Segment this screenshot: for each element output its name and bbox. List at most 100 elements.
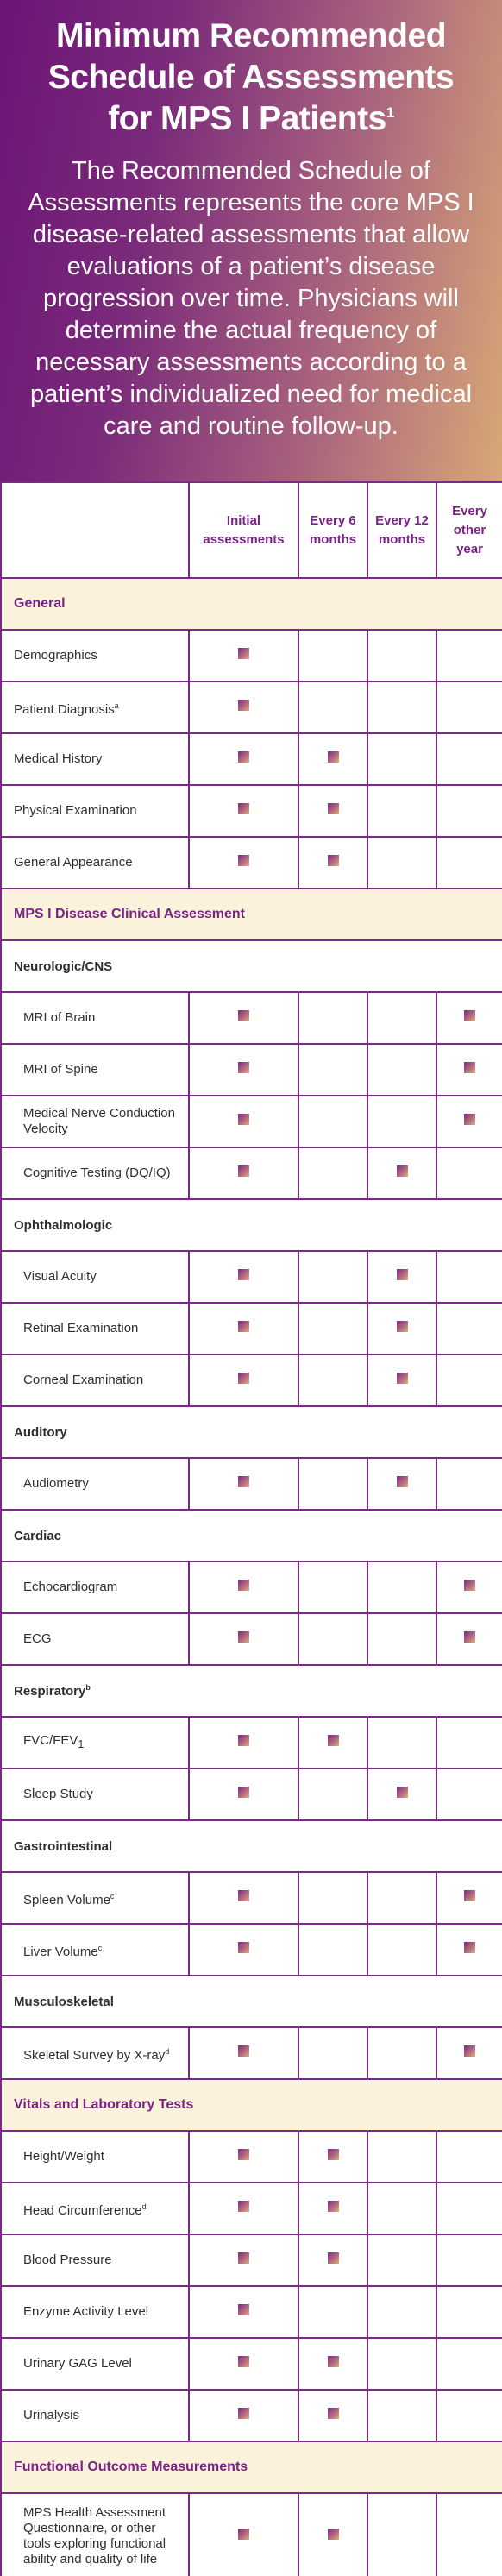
schedule-cell-6-months	[298, 836, 368, 889]
table-row: Cognitive Testing (DQ/IQ)	[0, 1147, 502, 1200]
assessment-label: Patient Diagnosisa	[0, 681, 190, 734]
schedule-cell-initial	[188, 1871, 299, 1925]
schedule-cell-12-months	[367, 1457, 437, 1511]
schedule-marker-icon	[464, 2045, 475, 2057]
assessment-name: Demographics	[14, 648, 97, 663]
assessment-name: Visual Acuity	[23, 1269, 97, 1284]
assessment-name: Head Circumference	[23, 2202, 142, 2218]
schedule-cell-12-months	[367, 991, 437, 1045]
table-row: Demographics	[0, 629, 502, 682]
assessment-label: Head Circumferenced	[0, 2182, 190, 2235]
assessment-name: Skeletal Survey by X-ray	[23, 2047, 166, 2063]
table-header-row: Initial assessments Every 6 months Every…	[0, 481, 502, 579]
schedule-marker-icon	[238, 1165, 249, 1177]
schedule-marker-icon	[238, 1735, 249, 1746]
schedule-marker-icon	[238, 2149, 249, 2160]
subsection-header-row: Auditory	[0, 1405, 502, 1459]
schedule-cell-every-other-year	[436, 681, 502, 734]
assessment-label: Corneal Examination	[0, 1354, 190, 1407]
schedule-marker-icon	[238, 855, 249, 866]
schedule-cell-12-months	[367, 732, 437, 786]
subsection-title: Musculoskeletal	[0, 1975, 502, 2028]
schedule-marker-icon	[238, 1062, 249, 1073]
assessment-label: Urinalysis	[0, 2389, 190, 2442]
table-row: MRI of Brain	[0, 991, 502, 1045]
schedule-cell-12-months	[367, 784, 437, 838]
schedule-cell-initial	[188, 2492, 299, 2576]
schedule-cell-every-other-year	[436, 1768, 502, 1821]
schedule-cell-initial	[188, 1716, 299, 1769]
schedule-cell-every-other-year	[436, 1716, 502, 1769]
schedule-cell-6-months	[298, 1561, 368, 1614]
assessment-label: Medical History	[0, 732, 190, 786]
schedule-cell-6-months	[298, 629, 368, 682]
assessment-label: FVC/FEV1	[0, 1716, 190, 1769]
table-row: Corneal Examination	[0, 1354, 502, 1407]
schedule-marker-icon	[238, 648, 249, 659]
assessment-name: Corneal Examination	[23, 1373, 144, 1387]
table-row: Sleep Study	[0, 1768, 502, 1821]
table-row: Echocardiogram	[0, 1561, 502, 1614]
schedule-cell-12-months	[367, 1302, 437, 1355]
assessment-label: Retinal Examination	[0, 1302, 190, 1355]
schedule-cell-12-months	[367, 2130, 437, 2183]
section-title: Vitals and Laboratory Tests	[0, 2078, 502, 2132]
schedule-cell-12-months	[367, 1043, 437, 1096]
schedule-marker-icon	[464, 1890, 475, 1901]
schedule-cell-initial	[188, 2182, 299, 2235]
assessment-name: Cognitive Testing (DQ/IQ)	[23, 1165, 171, 1180]
schedule-cell-initial	[188, 2285, 299, 2339]
schedule-cell-every-other-year	[436, 1561, 502, 1614]
schedule-marker-icon	[238, 1114, 249, 1125]
assessment-name: Urinary GAG Level	[23, 2356, 132, 2371]
schedule-marker-icon	[327, 2356, 339, 2367]
schedule-marker-icon	[238, 1476, 249, 1487]
schedule-cell-6-months	[298, 2026, 368, 2080]
schedule-cell-12-months	[367, 836, 437, 889]
assessment-name: General Appearance	[14, 855, 133, 870]
schedule-cell-6-months	[298, 1354, 368, 1407]
subsection-header-row: Musculoskeletal	[0, 1975, 502, 2028]
assessment-label: Physical Examination	[0, 784, 190, 838]
assessment-label: MRI of Brain	[0, 991, 190, 1045]
schedule-cell-initial	[188, 1612, 299, 1666]
schedule-cell-initial	[188, 1302, 299, 1355]
assessment-name: Sleep Study	[23, 1787, 93, 1801]
schedule-cell-12-months	[367, 1871, 437, 1925]
assessment-label: Liver Volumec	[0, 1923, 190, 1976]
schedule-cell-12-months	[367, 1095, 437, 1148]
row-group-label: Gastrointestinal	[14, 1838, 113, 1854]
assessment-label: MRI of Spine	[0, 1043, 190, 1096]
schedule-cell-12-months	[367, 1923, 437, 1976]
schedule-cell-12-months	[367, 2337, 437, 2391]
assessment-label: Urinary GAG Level	[0, 2337, 190, 2391]
schedule-cell-every-other-year	[436, 2026, 502, 2080]
assessment-name: MRI of Spine	[23, 1062, 98, 1077]
table-row: Urinary GAG Level	[0, 2337, 502, 2391]
schedule-cell-every-other-year	[436, 2182, 502, 2235]
schedule-cell-every-other-year	[436, 1147, 502, 1200]
schedule-cell-every-other-year	[436, 2337, 502, 2391]
schedule-cell-12-months	[367, 2234, 437, 2287]
schedule-marker-icon	[238, 2356, 249, 2367]
assessment-label: Cognitive Testing (DQ/IQ)	[0, 1147, 190, 1200]
schedule-cell-6-months	[298, 1043, 368, 1096]
section-title: Functional Outcome Measurements	[0, 2441, 502, 2494]
column-header-initial: Initial assessments	[188, 481, 299, 579]
assessment-name: MRI of Brain	[23, 1010, 96, 1025]
section-title: General	[0, 577, 502, 631]
schedule-cell-initial	[188, 1147, 299, 1200]
schedule-cell-initial	[188, 2389, 299, 2442]
table-row: Medical History	[0, 732, 502, 786]
subsection-title: Cardiac	[0, 1509, 502, 1562]
schedule-cell-initial	[188, 991, 299, 1045]
table-body: General Demographics Patient Diagnosisa Med…	[0, 577, 502, 2576]
table-row: Enzyme Activity Level	[0, 2285, 502, 2339]
schedule-cell-initial	[188, 1043, 299, 1096]
schedule-marker-icon	[396, 1321, 408, 1332]
schedule-cell-initial	[188, 2337, 299, 2391]
footnote-marker: c	[97, 1943, 103, 1952]
footnote-marker: b	[85, 1683, 91, 1692]
footnote-marker: d	[141, 2202, 147, 2211]
schedule-marker-icon	[238, 1787, 249, 1798]
